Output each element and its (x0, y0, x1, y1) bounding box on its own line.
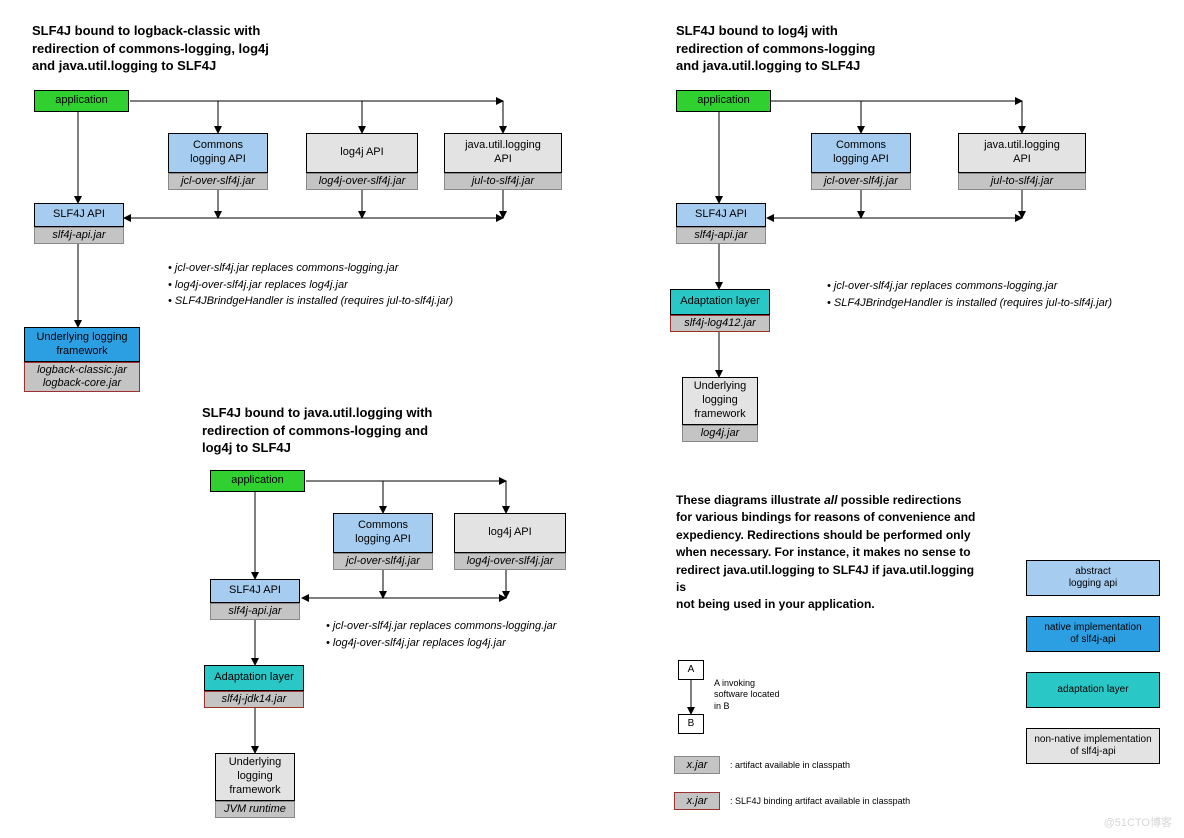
title-d2: SLF4J bound to log4j with redirection of… (676, 22, 996, 75)
legend-nonnative: non-native implementation of slf4j-api (1026, 728, 1160, 764)
legend-ab-text: A invoking software located in B (714, 678, 834, 712)
summary-t2: possible redirections for various bindin… (676, 493, 975, 594)
d2-jcl-jar: jcl-over-slf4j.jar (811, 173, 911, 190)
bullet: • jcl-over-slf4j.jar replaces commons-lo… (168, 260, 568, 277)
d1-bullets: • jcl-over-slf4j.jar replaces commons-lo… (168, 260, 568, 310)
d1-log4j-api: log4j API (306, 133, 418, 173)
d3-log4j-api: log4j API (454, 513, 566, 553)
watermark: @51CTO博客 (1104, 814, 1172, 830)
d2-application: application (676, 90, 771, 112)
d2-slf4j-log412-jar: slf4j-log412.jar (670, 315, 770, 332)
legend-xjar-1: x.jar (674, 756, 720, 774)
d1-commons-api: Commons logging API (168, 133, 268, 173)
d3-bullets: • jcl-over-slf4j.jar replaces commons-lo… (326, 618, 666, 651)
legend-xjar-2-text: : SLF4J binding artifact available in cl… (730, 796, 1010, 807)
d1-logback-jar: logback-classic.jar logback-core.jar (24, 362, 140, 392)
legend-xjar-1-text: : artifact available in classpath (730, 760, 990, 771)
d3-application: application (210, 470, 305, 492)
d2-adaptation: Adaptation layer (670, 289, 770, 315)
d2-jul-to-jar: jul-to-slf4j.jar (958, 173, 1086, 190)
title-d3: SLF4J bound to java.util.logging with re… (202, 404, 532, 457)
summary-em: all (824, 493, 837, 507)
d1-slf4j-api: SLF4J API (34, 203, 124, 227)
legend-A: A (678, 660, 704, 680)
d2-underlying-fw: Underlying logging framework (682, 377, 758, 425)
d2-log4j-jar: log4j.jar (682, 425, 758, 442)
d2-bullets: • jcl-over-slf4j.jar replaces commons-lo… (827, 278, 1184, 311)
d2-slf4j-api: SLF4J API (676, 203, 766, 227)
summary-t1: These diagrams illustrate (676, 493, 824, 507)
d1-jul-api: java.util.logging API (444, 133, 562, 173)
summary-t3: not being used in your application. (676, 597, 875, 611)
bullet: • SLF4JBrindgeHandler is installed (requ… (827, 295, 1184, 312)
d3-log4j-over-jar: log4j-over-slf4j.jar (454, 553, 566, 570)
d3-jvm-jar: JVM runtime (215, 801, 295, 818)
d1-log4j-over-jar: log4j-over-slf4j.jar (306, 173, 418, 190)
d3-slf4j-api-jar: slf4j-api.jar (210, 603, 300, 620)
bullet: • log4j-over-slf4j.jar replaces log4j.ja… (326, 635, 666, 652)
d3-slf4j-jdk14-jar: slf4j-jdk14.jar (204, 691, 304, 708)
d3-slf4j-api: SLF4J API (210, 579, 300, 603)
bullet: • log4j-over-slf4j.jar replaces log4j.ja… (168, 277, 568, 294)
d2-slf4j-api-jar: slf4j-api.jar (676, 227, 766, 244)
bullet: • jcl-over-slf4j.jar replaces commons-lo… (827, 278, 1184, 295)
legend-adaptation: adaptation layer (1026, 672, 1160, 708)
legend-B: B (678, 714, 704, 734)
d2-commons-api: Commons logging API (811, 133, 911, 173)
d1-jul-to-jar: jul-to-slf4j.jar (444, 173, 562, 190)
d3-jcl-jar: jcl-over-slf4j.jar (333, 553, 433, 570)
d1-underlying-fw: Underlying logging framework (24, 327, 140, 362)
legend-abstract: abstract logging api (1026, 560, 1160, 596)
legend-xjar-2: x.jar (674, 792, 720, 810)
bullet: • SLF4JBrindgeHandler is installed (requ… (168, 293, 568, 310)
title-d1: SLF4J bound to logback-classic with redi… (32, 22, 372, 75)
bullet: • jcl-over-slf4j.jar replaces commons-lo… (326, 618, 666, 635)
summary-text: These diagrams illustrate all possible r… (676, 492, 976, 614)
d1-application: application (34, 90, 129, 112)
d3-commons-api: Commons logging API (333, 513, 433, 553)
d3-underlying-fw: Underlying logging framework (215, 753, 295, 801)
d1-slf4j-api-jar: slf4j-api.jar (34, 227, 124, 244)
d2-jul-api: java.util.logging API (958, 133, 1086, 173)
d1-jcl-jar: jcl-over-slf4j.jar (168, 173, 268, 190)
d3-adaptation: Adaptation layer (204, 665, 304, 691)
legend-native: native implementation of slf4j-api (1026, 616, 1160, 652)
